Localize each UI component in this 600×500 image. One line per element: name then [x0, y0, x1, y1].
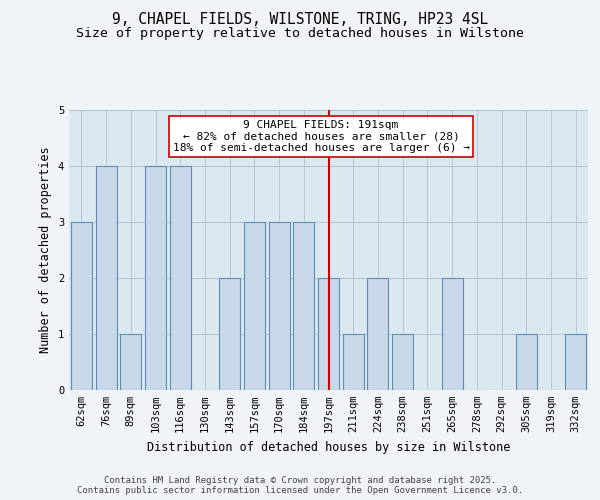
Text: Contains HM Land Registry data © Crown copyright and database right 2025.
Contai: Contains HM Land Registry data © Crown c…	[77, 476, 523, 495]
Text: Size of property relative to detached houses in Wilstone: Size of property relative to detached ho…	[76, 28, 524, 40]
Bar	[71, 222, 92, 390]
Bar	[516, 334, 537, 390]
Bar	[120, 334, 141, 390]
Text: 9 CHAPEL FIELDS: 191sqm
← 82% of detached houses are smaller (28)
18% of semi-de: 9 CHAPEL FIELDS: 191sqm ← 82% of detache…	[173, 120, 470, 154]
Bar	[293, 222, 314, 390]
X-axis label: Distribution of detached houses by size in Wilstone: Distribution of detached houses by size …	[147, 440, 510, 454]
Bar	[392, 334, 413, 390]
Y-axis label: Number of detached properties: Number of detached properties	[40, 146, 52, 354]
Bar	[170, 166, 191, 390]
Bar	[343, 334, 364, 390]
Bar	[318, 278, 339, 390]
Bar	[269, 222, 290, 390]
Bar	[145, 166, 166, 390]
Text: 9, CHAPEL FIELDS, WILSTONE, TRING, HP23 4SL: 9, CHAPEL FIELDS, WILSTONE, TRING, HP23 …	[112, 12, 488, 28]
Bar	[244, 222, 265, 390]
Bar	[95, 166, 116, 390]
Bar	[442, 278, 463, 390]
Bar	[367, 278, 388, 390]
Bar	[565, 334, 586, 390]
Bar	[219, 278, 240, 390]
